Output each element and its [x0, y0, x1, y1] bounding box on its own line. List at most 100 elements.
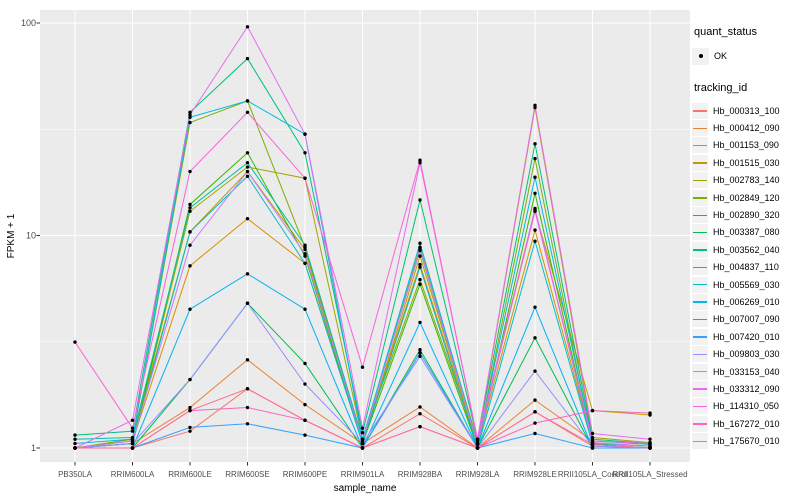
data-point [533, 142, 537, 146]
data-point [188, 230, 192, 234]
data-point [648, 441, 652, 446]
y-axis-title: FPKM + 1 [6, 213, 17, 258]
data-point [245, 174, 250, 178]
grid-major [40, 10, 690, 462]
legend-item-label: Hb_000313_100 [713, 105, 780, 116]
data-point [360, 439, 365, 443]
x-tick-label: RRIM600LE [168, 470, 212, 479]
legend-item-label: Hb_001153_090 [713, 140, 779, 151]
data-point [188, 307, 192, 311]
series-color-line-icon [693, 318, 707, 321]
data-point [533, 431, 537, 436]
legend-item-Hb_007420_010: Hb_007420_010 [692, 328, 800, 345]
data-point [418, 405, 422, 409]
legend-item-Hb_114310_050: Hb_114310_050 [692, 398, 800, 415]
data-point [533, 239, 537, 243]
series-color-line-icon [693, 197, 707, 199]
series-color-line-icon [693, 162, 707, 164]
data-point [533, 175, 537, 179]
data-point [360, 431, 365, 435]
data-point [648, 437, 652, 441]
data-point [245, 56, 250, 61]
data-point [418, 351, 422, 355]
data-point [475, 442, 480, 447]
legend-key [692, 311, 708, 328]
data-point [188, 405, 192, 410]
data-point [188, 408, 192, 413]
legend-key [692, 189, 708, 206]
data-point [303, 382, 307, 386]
data-point [418, 161, 422, 165]
legend-item-Hb_003562_040: Hb_003562_040 [692, 241, 800, 258]
data-point [360, 365, 365, 369]
data-point [648, 411, 652, 415]
legend-item-label: Hb_000412_090 [713, 123, 780, 134]
series-color-line-icon [693, 353, 707, 356]
x-tick-label: RRII105LA_Control [558, 470, 628, 479]
data-point [130, 418, 135, 423]
legend-item-label: Hb_007007_090 [713, 314, 780, 325]
legend-item-label: Hb_003562_040 [713, 244, 780, 255]
data-point [533, 209, 537, 213]
data-point [245, 422, 250, 426]
legend-key [692, 102, 708, 119]
series-color-line-icon [693, 231, 707, 234]
data-point [188, 209, 192, 213]
data-point [533, 103, 537, 107]
data-point [188, 115, 192, 119]
data-point [245, 110, 250, 114]
legend-item-label: Hb_006269_010 [713, 296, 780, 307]
legend-key [692, 276, 708, 293]
data-point [418, 348, 422, 352]
data-point [533, 421, 537, 425]
data-point [130, 429, 135, 433]
x-tick-label: RRII105LA_Stressed [612, 470, 687, 479]
legend-item-Hb_001515_030: Hb_001515_030 [692, 154, 800, 171]
series-color-line-icon [693, 249, 707, 251]
x-tick-labels: PB350LA RRIM600LA RRIM600LE RRIM600SE RRIM60… [58, 470, 687, 479]
data-point [245, 358, 250, 362]
data-point [245, 387, 250, 391]
data-point [475, 446, 480, 450]
data-point [418, 320, 422, 325]
series-color-line-icon [693, 301, 707, 303]
legend-item-Hb_175670_010: Hb_175670_010 [692, 432, 800, 450]
series-color-line-icon [693, 284, 707, 286]
data-point [73, 441, 77, 446]
data-point [303, 132, 307, 136]
legend-item-Hb_000412_090: Hb_000412_090 [692, 119, 800, 137]
data-point [360, 426, 365, 430]
legend-item-label: Hb_004837_110 [713, 262, 779, 273]
legend-item-Hb_002890_320: Hb_002890_320 [692, 206, 800, 224]
data-point [245, 25, 250, 29]
data-point [418, 262, 422, 267]
data-point [533, 191, 537, 195]
data-point [245, 272, 250, 276]
legend-item-label: Hb_033153_040 [713, 366, 780, 377]
legend-item-label: Hb_003387_080 [713, 227, 780, 238]
data-point [188, 202, 192, 207]
legend-item-label: Hb_005569_030 [713, 279, 780, 290]
data-point [73, 433, 77, 437]
y-tick-100: 100 [21, 18, 36, 28]
data-point [533, 305, 537, 309]
series-color-line-icon [693, 144, 707, 147]
ok-point-icon [698, 54, 703, 58]
legend-key [692, 328, 708, 345]
data-point [533, 156, 537, 161]
legend-item-Hb_005569_030: Hb_005569_030 [692, 276, 800, 293]
legend-item-Hb_002849_120: Hb_002849_120 [692, 189, 800, 206]
data-point [245, 165, 250, 169]
data-point [418, 354, 422, 359]
data-point [533, 206, 537, 211]
legend-key [692, 293, 708, 310]
legend-title-tracking-id: tracking_id [694, 82, 748, 94]
data-point [418, 277, 422, 282]
data-point [188, 113, 192, 117]
data-point [418, 265, 422, 269]
data-point [245, 405, 250, 410]
legend-item-label: Hb_002890_320 [713, 210, 780, 221]
data-point [188, 429, 192, 433]
data-point [533, 398, 537, 402]
data-point [303, 433, 307, 437]
